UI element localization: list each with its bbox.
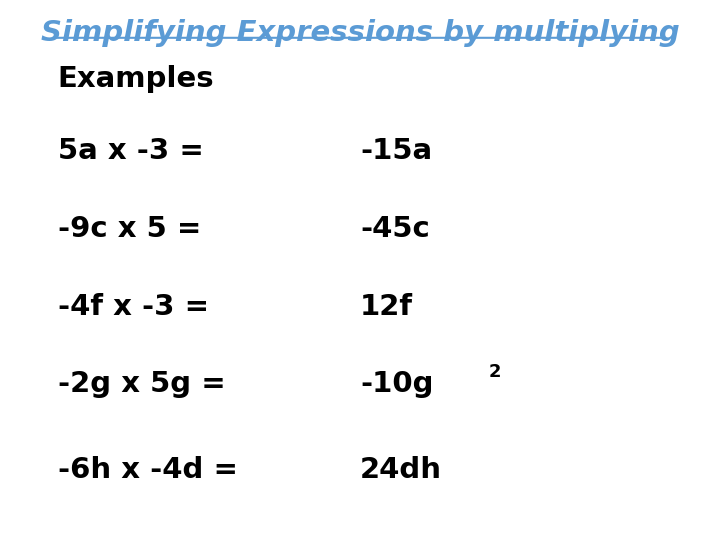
Text: -15a: -15a (360, 137, 432, 165)
Text: 5a x -3 =: 5a x -3 = (58, 137, 204, 165)
Text: 12f: 12f (360, 293, 413, 321)
Text: -9c x 5 =: -9c x 5 = (58, 215, 201, 243)
Text: Examples: Examples (58, 65, 215, 93)
Text: -6h x -4d =: -6h x -4d = (58, 456, 238, 484)
Text: -2g x 5g =: -2g x 5g = (58, 370, 225, 399)
Text: -4f x -3 =: -4f x -3 = (58, 293, 209, 321)
Text: -45c: -45c (360, 215, 430, 243)
Text: 24dh: 24dh (360, 456, 442, 484)
Text: -10g: -10g (360, 370, 433, 399)
Text: Simplifying Expressions by multiplying: Simplifying Expressions by multiplying (40, 19, 680, 47)
Text: 2: 2 (489, 363, 501, 381)
